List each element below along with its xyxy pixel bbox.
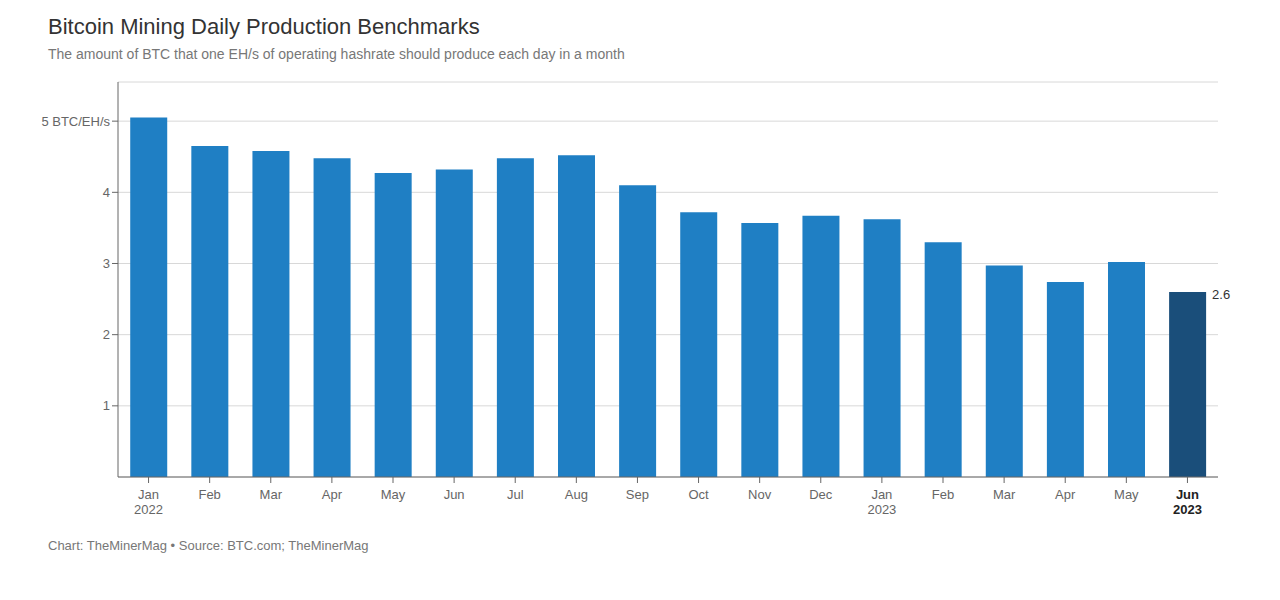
svg-text:Jul: Jul [507,487,524,502]
svg-text:May: May [1114,487,1139,502]
svg-text:Feb: Feb [198,487,220,502]
svg-text:Oct: Oct [688,487,709,502]
svg-text:Aug: Aug [565,487,588,502]
svg-text:Jun: Jun [444,487,465,502]
svg-text:Sep: Sep [626,487,649,502]
html-text:The amount of BTC that one EH/: The amount of BTC that one EH/s of opera… [48,46,625,62]
svg-text:2: 2 [103,327,110,342]
svg-text:Feb: Feb [932,487,954,502]
svg-text:May: May [381,487,406,502]
html-text:Bitcoin Mining Daily Productio: Bitcoin Mining Daily Production Benchmar… [48,14,480,39]
svg-text:Nov: Nov [748,487,772,502]
svg-text:Mar: Mar [260,487,283,502]
svg-text:5 BTC/EH/s: 5 BTC/EH/s [41,114,110,129]
svg-text:Dec: Dec [809,487,833,502]
svg-text:3: 3 [103,256,110,271]
svg-text:Jun2023: Jun2023 [1173,487,1202,517]
svg-text:Mar: Mar [993,487,1016,502]
svg-text:Jan2023: Jan2023 [867,487,896,517]
svg-text:Apr: Apr [1055,487,1076,502]
html-text:Chart: TheMinerMag • Source: B: Chart: TheMinerMag • Source: BTC.com; Th… [48,538,369,553]
svg-text:Jan2022: Jan2022 [134,487,163,517]
svg-text:1: 1 [103,398,110,413]
svg-text:Apr: Apr [322,487,343,502]
svg-text:4: 4 [103,185,110,200]
svg-text:2.6: 2.6 [1212,287,1230,302]
